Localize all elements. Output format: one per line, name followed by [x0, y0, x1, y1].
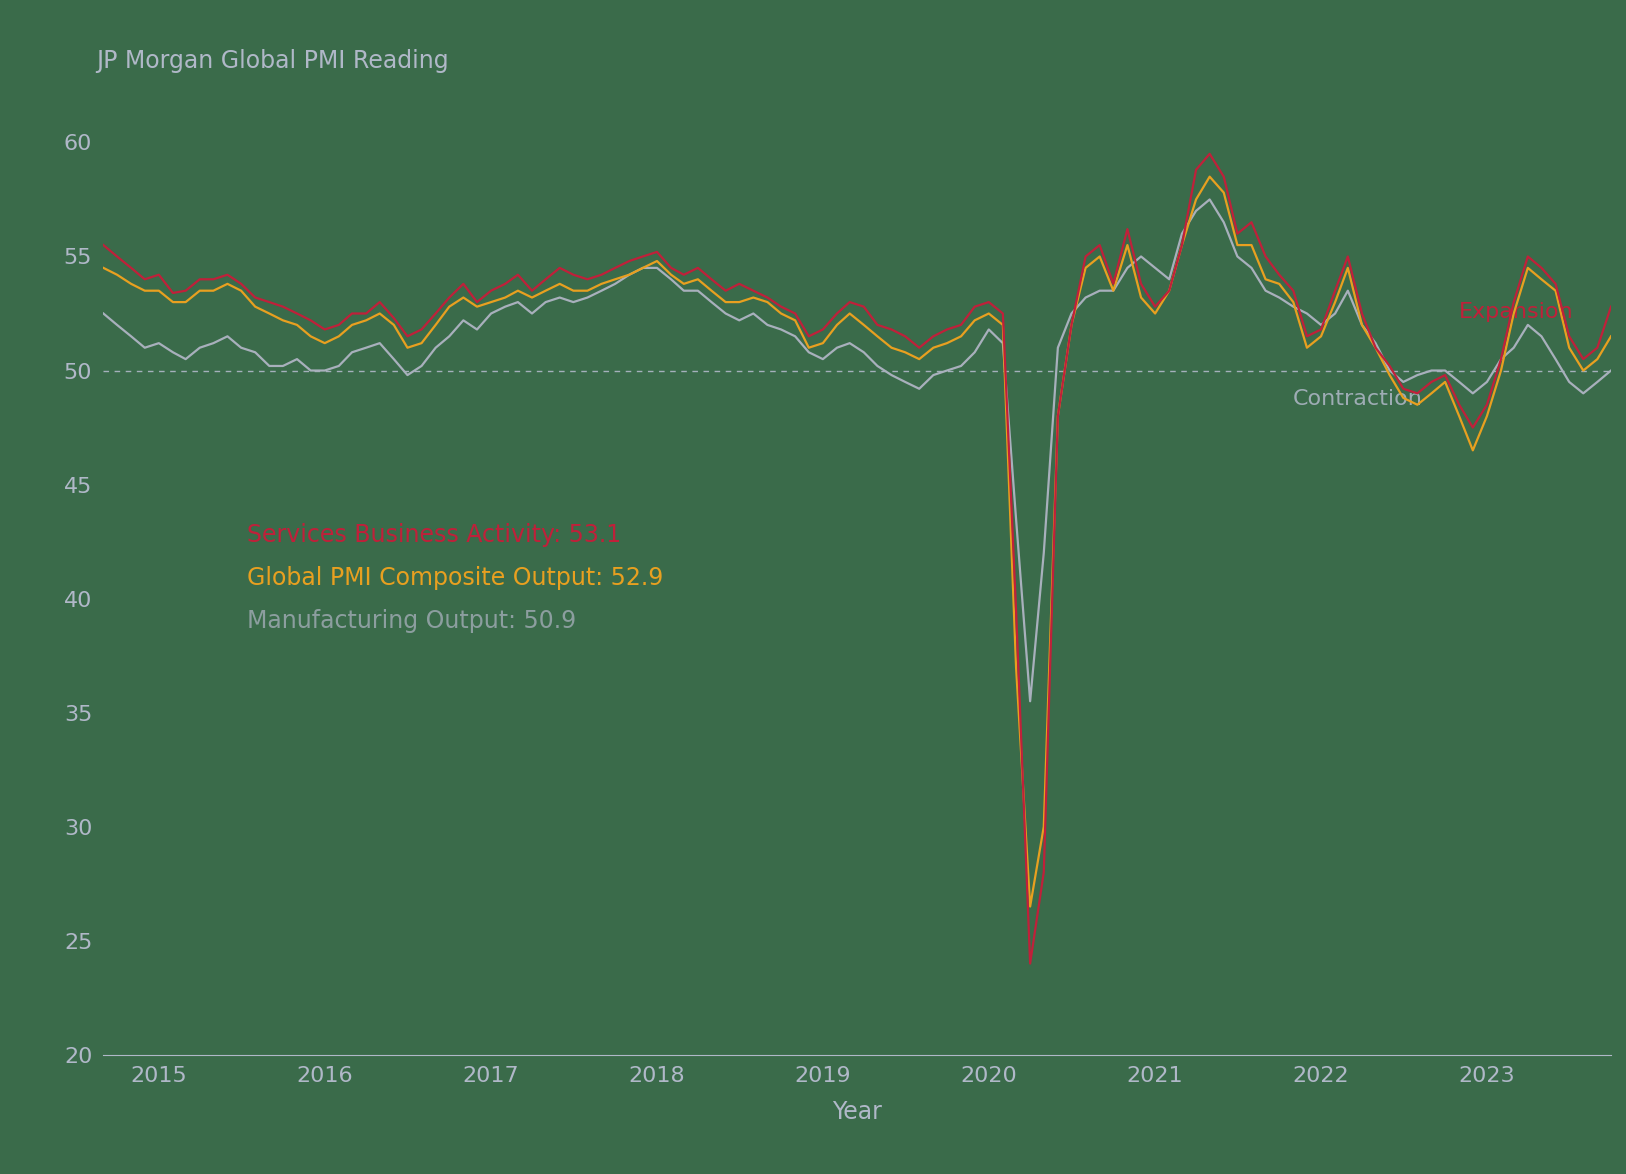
Text: Global PMI Composite Output: 52.9: Global PMI Composite Output: 52.9: [247, 566, 663, 591]
Text: Manufacturing Output: 50.9: Manufacturing Output: 50.9: [247, 609, 576, 633]
Text: JP Morgan Global PMI Reading: JP Morgan Global PMI Reading: [96, 49, 449, 73]
Text: Services Business Activity: 53.1: Services Business Activity: 53.1: [247, 524, 621, 547]
X-axis label: Year: Year: [833, 1100, 883, 1124]
Text: Contraction: Contraction: [1293, 389, 1423, 409]
Text: Expansion: Expansion: [1459, 303, 1574, 323]
